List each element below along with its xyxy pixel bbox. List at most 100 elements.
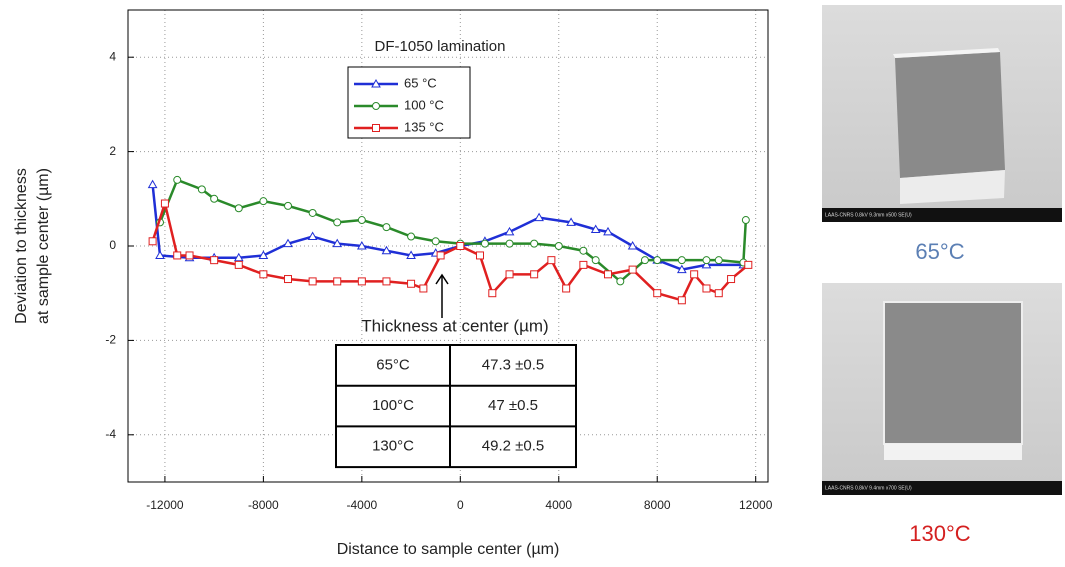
image-footer: LAAS-CNRS 0.8kV 9.3mm x500 SE(U) xyxy=(825,212,912,218)
marker xyxy=(357,216,366,225)
marker xyxy=(407,232,416,241)
series-line xyxy=(158,178,748,284)
table-cell: 130°C xyxy=(372,438,414,455)
marker xyxy=(677,296,686,305)
marker xyxy=(258,250,269,259)
table-cell: 47.3 ±0.5 xyxy=(482,356,544,373)
marker xyxy=(676,264,687,274)
marker xyxy=(406,250,416,259)
marker xyxy=(382,277,391,286)
marker xyxy=(701,259,712,269)
y-axis-label: at sample center (µm) xyxy=(35,168,52,324)
marker xyxy=(554,242,563,250)
marker xyxy=(160,199,169,208)
y-tick-label: -2 xyxy=(105,333,116,347)
marker xyxy=(677,256,686,265)
x-tick-label: -8000 xyxy=(248,498,279,512)
marker xyxy=(371,78,381,88)
marker xyxy=(603,226,613,236)
marker xyxy=(259,270,268,279)
table-cell: 47 ±0.5 xyxy=(488,397,538,414)
image-caption: 65°C xyxy=(915,239,964,264)
chart-title: DF-1050 lamination xyxy=(375,38,506,55)
marker xyxy=(173,251,182,260)
marker xyxy=(727,275,736,284)
series-line xyxy=(151,198,750,302)
marker xyxy=(530,239,539,248)
marker xyxy=(744,260,753,269)
marker xyxy=(419,284,428,293)
marker xyxy=(591,256,600,265)
series-line xyxy=(151,184,744,271)
marker xyxy=(702,284,711,293)
marker xyxy=(173,175,182,184)
marker xyxy=(504,226,515,236)
marker xyxy=(640,256,649,265)
marker xyxy=(332,238,343,248)
marker xyxy=(714,256,723,265)
marker xyxy=(534,212,544,222)
marker xyxy=(147,179,158,189)
marker xyxy=(562,284,571,293)
marker xyxy=(480,239,489,248)
x-tick-label: 0 xyxy=(457,498,464,512)
marker xyxy=(579,260,588,269)
y-tick-label: 0 xyxy=(109,238,116,252)
marker xyxy=(616,277,625,286)
marker xyxy=(741,216,750,225)
annotation: Thickness at center (µm) xyxy=(361,316,548,335)
marker xyxy=(148,237,157,246)
marker xyxy=(627,240,638,250)
legend-label: 100 °C xyxy=(404,97,444,112)
marker xyxy=(579,246,588,255)
marker xyxy=(407,279,416,288)
marker xyxy=(234,260,243,269)
marker xyxy=(604,270,612,279)
marker xyxy=(307,231,318,241)
y-axis-label: Deviation to thickness xyxy=(13,168,30,324)
marker xyxy=(476,251,484,260)
sem-image-130: LAAS-CNRS 0.8kV 9.4mm x700 SE(U) xyxy=(822,283,1062,495)
marker xyxy=(547,256,556,265)
sem-image-65: LAAS-CNRS 0.8kV 9.3mm x500 SE(U) xyxy=(822,5,1062,222)
marker xyxy=(505,239,514,248)
marker xyxy=(566,217,576,226)
marker xyxy=(356,240,367,250)
marker xyxy=(234,204,243,213)
marker xyxy=(690,270,699,279)
y-tick-label: -4 xyxy=(105,427,116,441)
marker xyxy=(530,270,539,279)
arrow-head xyxy=(435,273,449,285)
y-tick-label: 4 xyxy=(109,49,116,63)
marker xyxy=(590,224,601,233)
marker xyxy=(372,102,380,110)
marker xyxy=(210,256,219,265)
marker xyxy=(308,277,317,286)
marker xyxy=(431,237,440,246)
image-caption: 130°C xyxy=(909,521,971,546)
marker xyxy=(653,256,662,265)
marker xyxy=(333,218,342,227)
marker xyxy=(381,245,392,255)
x-axis-label: Distance to sample center (µm) xyxy=(337,541,560,558)
marker xyxy=(155,250,165,259)
marker xyxy=(283,238,293,248)
marker xyxy=(210,194,219,203)
marker xyxy=(456,242,465,250)
marker xyxy=(284,275,292,284)
marker xyxy=(284,201,292,210)
marker xyxy=(308,208,317,217)
marker xyxy=(357,277,366,286)
marker xyxy=(382,223,391,232)
legend-label: 65 °C xyxy=(404,75,437,90)
x-tick-label: -12000 xyxy=(146,498,184,512)
x-tick-label: 12000 xyxy=(739,498,773,512)
marker xyxy=(372,124,380,132)
table-cell: 49.2 ±0.5 xyxy=(482,438,544,455)
marker xyxy=(185,251,194,260)
x-tick-label: -4000 xyxy=(346,498,377,512)
image-footer: LAAS-CNRS 0.8kV 9.4mm x700 SE(U) xyxy=(825,485,912,491)
table-bg xyxy=(335,344,577,469)
x-tick-label: 4000 xyxy=(545,498,572,512)
